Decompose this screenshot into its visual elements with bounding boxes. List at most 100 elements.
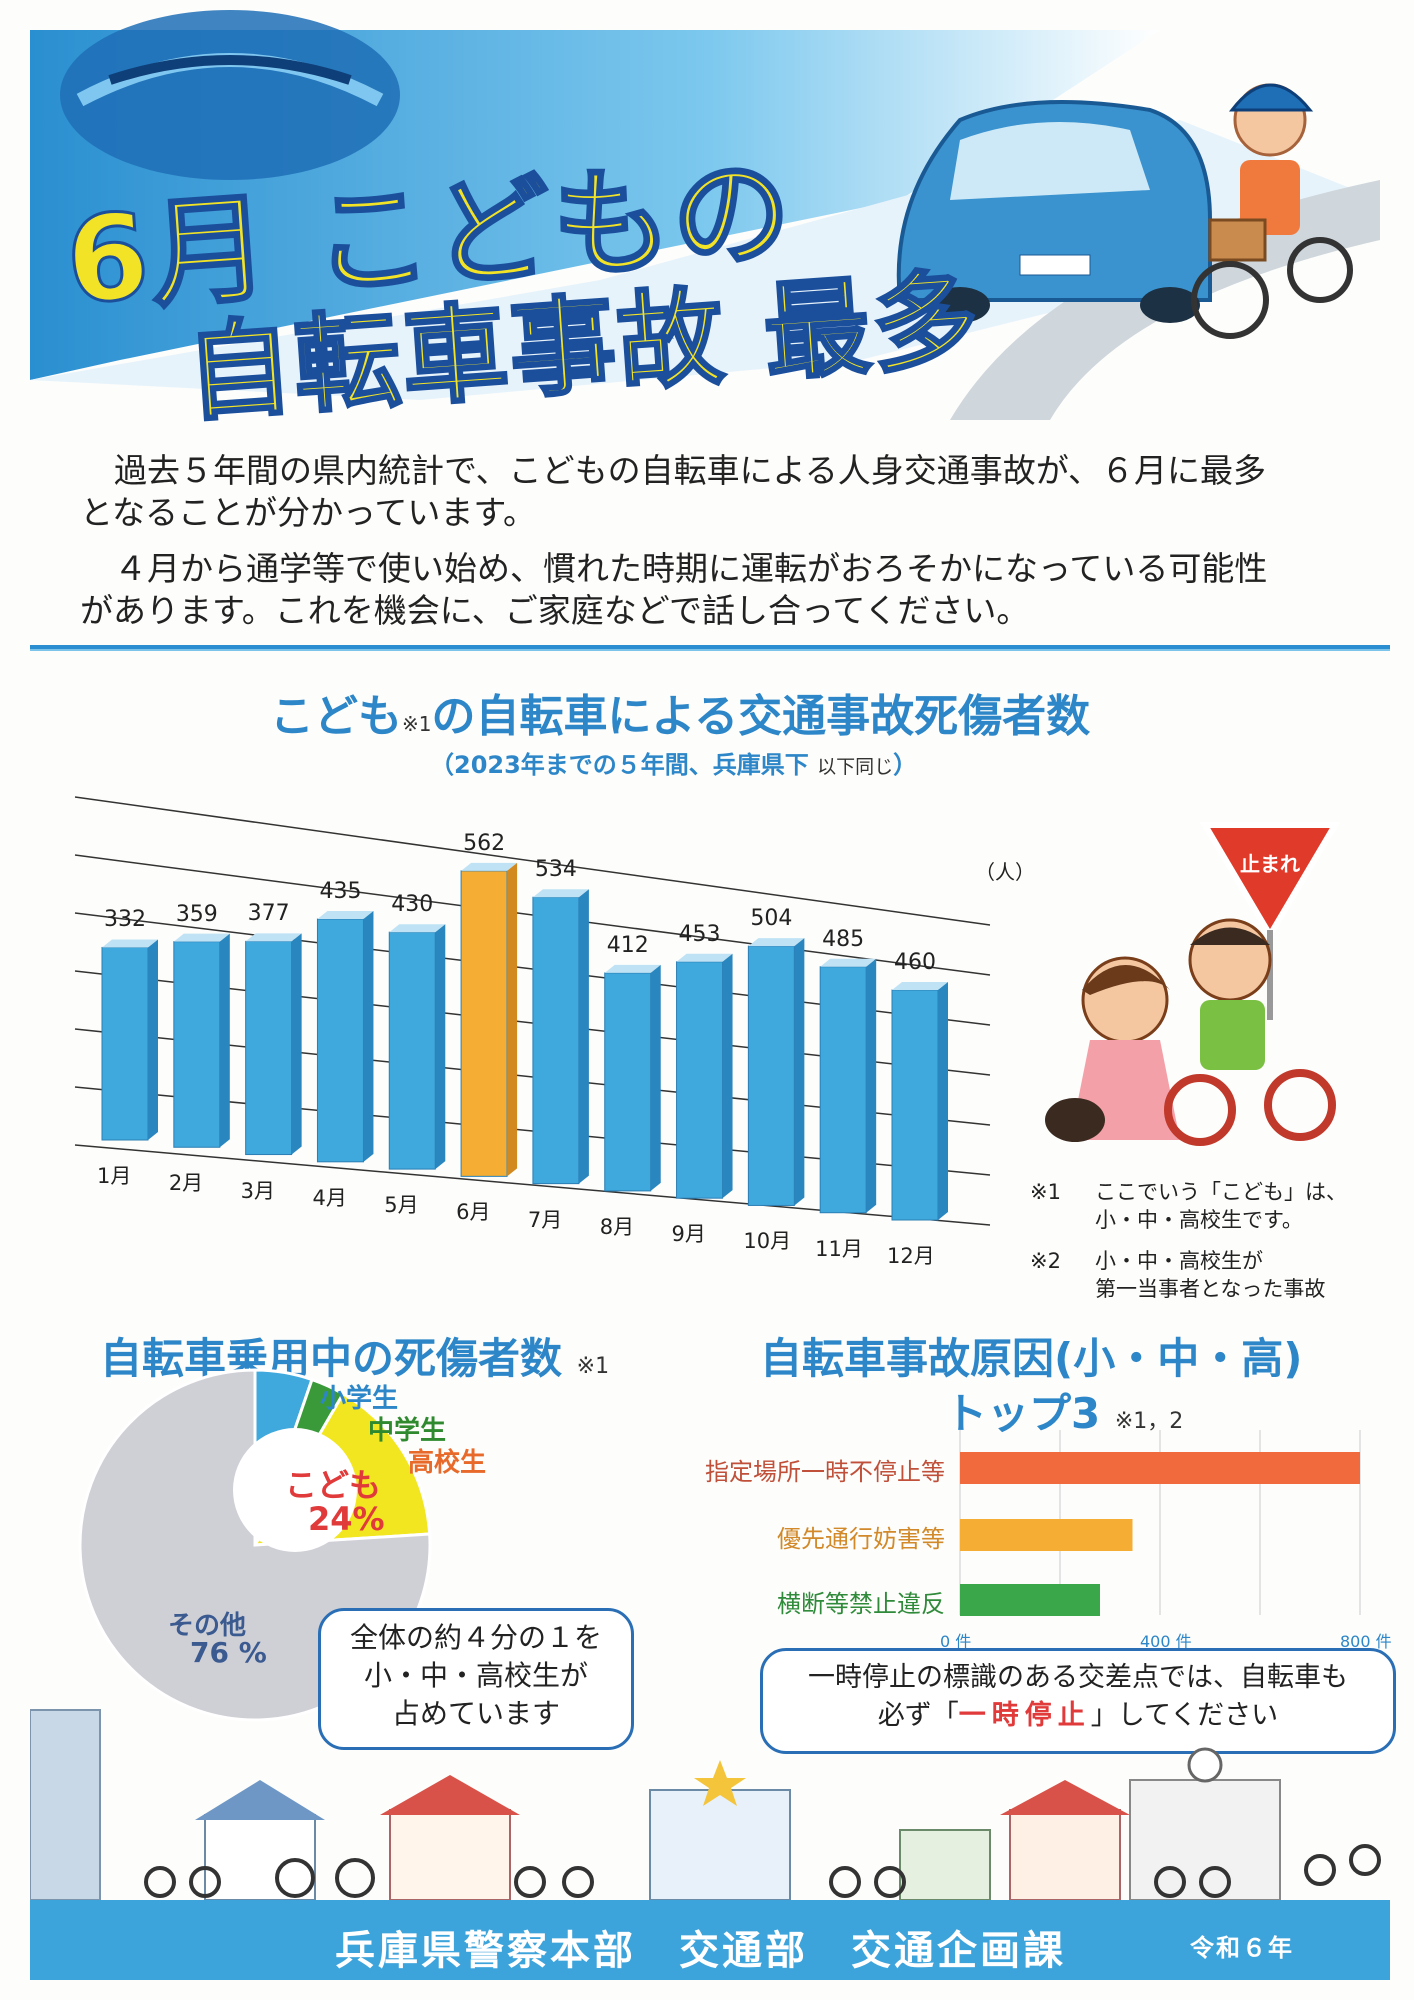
month-tick-label: 2月 [168, 1171, 204, 1196]
child-cyclist-icon [1164, 918, 1336, 1146]
pie-bubble-line2: 小・中・高校生が [363, 1659, 588, 1692]
bar-11 [819, 958, 877, 1214]
cause-title-note: ※1，2 [1114, 1409, 1184, 1434]
intro-paragraph-2: ４月から通学等で使い始め、慣れた時期に運転がおろそかになっている可能性 がありま… [80, 548, 1360, 632]
hbar-tick-label: 800 件 [1340, 1632, 1392, 1651]
building-icon [30, 1709, 101, 1900]
pie-label-high-school: 高校生 [408, 1448, 487, 1478]
month-tick-label: 10月 [743, 1229, 792, 1254]
intro-p1-line2: となることが分かっています。 [80, 493, 537, 532]
town-illustration [30, 1709, 1381, 1900]
bar-value-label: 534 [534, 857, 577, 883]
hbar-tick-label: 400 件 [1140, 1632, 1192, 1651]
bar-7 [532, 889, 589, 1185]
pie-kodomo-badge [233, 1428, 357, 1552]
monthly-title-note: ※1 [402, 712, 432, 736]
month-tick-label: 5月 [384, 1193, 419, 1218]
footer-year: 令和６年 [1190, 1934, 1294, 1962]
month-tick-label: 1月 [97, 1164, 132, 1188]
note-1-line2: 小・中・高校生です。 [1095, 1208, 1303, 1232]
footer-bar: 兵庫県警察本部 交通部 交通企画課 令和６年 [30, 1900, 1390, 1980]
pie-label-other-pct: 76 % [190, 1636, 267, 1669]
hbar-category-label: 優先通行妨害等 [777, 1525, 945, 1553]
note-2-mark: ※2 [1030, 1249, 1061, 1273]
bar-value-label: 412 [606, 932, 649, 958]
bar-5 [388, 924, 446, 1170]
month-tick-label: 7月 [527, 1207, 563, 1232]
pie-label-kodomo-pct: 24% [308, 1500, 385, 1538]
monthly-subtitle-a: （2023年までの５年間、兵庫県下 [430, 751, 809, 779]
pie-label-junior-high: 中学生 [368, 1416, 447, 1446]
bar-1 [101, 939, 158, 1141]
monthly-chart-subtitle: （2023年までの５年間、兵庫県下 以下同じ） [430, 745, 917, 780]
pie-title-note: ※1 [576, 1354, 610, 1379]
bar-value-label: 377 [247, 901, 290, 927]
cause-bubble-line1: 一時停止の標識のある交差点では、自転車も [808, 1662, 1348, 1693]
pie-title-text: 自転車乗用中の死傷者数 [100, 1334, 563, 1383]
bar-12 [891, 982, 948, 1221]
intro-p2-line2: があります。これを機会に、ご家庭などで話し合ってください。 [80, 591, 1030, 630]
header-banner: 6月 こどもの 自転車事故 最多 [0, 0, 1414, 437]
hbar-2 [960, 1519, 1133, 1551]
monthly-chart-title: こども※1の自転車による交通事故死傷者数 [270, 680, 1090, 744]
bar-4 [316, 911, 374, 1163]
intro-p2-line1: ４月から通学等で使い始め、慣れた時期に運転がおろそかになっている可能性 [114, 549, 1268, 588]
bar-value-label: 359 [175, 901, 218, 927]
note-1-mark: ※1 [1030, 1180, 1061, 1204]
cause-callout-bubble: 一時停止の標識のある交差点では、自転車も 必ず「一時停止」してください [760, 1648, 1396, 1754]
monthly-title-b: の自転車による交通事故死傷者数 [431, 691, 1091, 742]
footer-organization: 兵庫県警察本部 交通部 交通企画課 [335, 1928, 1066, 1974]
bar-value-label: 332 [104, 907, 146, 933]
bar-value-label: 562 [463, 830, 506, 856]
month-tick-label: 12月 [887, 1244, 935, 1268]
month-tick-label: 9月 [671, 1222, 706, 1247]
bar-value-label: 430 [391, 892, 434, 918]
cause-section-title-line1: 自転車事故原因(小・中・高) [760, 1334, 1303, 1383]
pie-section-title: 自転車乗用中の死傷者数 ※1 [100, 1325, 609, 1386]
note-2-line2: 第一当事者となった事故 [1095, 1277, 1326, 1301]
cause-bubble-line2c: 」してください [1090, 1700, 1279, 1731]
helmet-icon [60, 10, 400, 180]
bar-3 [245, 933, 302, 1156]
child-pedestrian-icon [1045, 956, 1180, 1142]
cause-bubble-emphasis: 一時停止 [958, 1700, 1091, 1731]
month-tick-label: 6月 [456, 1200, 491, 1225]
intro-paragraph-1: 過去５年間の県内統計で、こどもの自転車による人身交通事故が、６月に最多 となるこ… [80, 450, 1360, 534]
header-illustration [30, 10, 1380, 420]
cause-bubble-line2: 必ず「一時停止」してください [763, 1697, 1393, 1735]
month-tick-label: 3月 [240, 1178, 275, 1203]
monthly-subtitle-b: 以下同じ [817, 756, 894, 778]
pie-label-kodomo: こども [285, 1466, 382, 1504]
month-tick-label: 11月 [815, 1236, 863, 1261]
cause-section-title-line2: トップ3 ※1，2 [945, 1380, 1183, 1441]
gridline [74, 796, 991, 926]
monthly-bar-chart [74, 796, 991, 1226]
cyclist-icon [1191, 83, 1353, 339]
bar-6 [460, 862, 518, 1177]
bar-9 [676, 953, 733, 1199]
section-divider [30, 645, 1390, 651]
bar-value-label: 460 [894, 950, 936, 975]
bar-value-label: 435 [319, 879, 362, 904]
pie-callout-bubble: 全体の約４分の１を 小・中・高校生が 占めています [318, 1608, 634, 1750]
bar-10 [747, 938, 805, 1206]
note-1-line1: ここでいう「こども」は、 [1095, 1180, 1347, 1204]
hbar-1 [960, 1452, 1360, 1484]
police-station-icon [649, 1789, 791, 1900]
hbar-3 [960, 1584, 1100, 1616]
cause-bubble-line2a: 必ず「 [877, 1700, 959, 1731]
stop-sign-icon [1199, 822, 1341, 941]
monthly-title-a: こども [270, 691, 402, 742]
hbar-tick-label: 0 件 [940, 1632, 972, 1651]
month-tick-label: 8月 [599, 1214, 635, 1239]
intro-p1-line1: 過去５年間の県内統計で、こどもの自転車による人身交通事故が、６月に最多 [114, 451, 1267, 490]
bar-value-label: 485 [822, 926, 865, 952]
monthly-subtitle-c: ） [893, 751, 918, 779]
pie-bubble-line1: 全体の約４分の１を [349, 1621, 602, 1654]
bar-value-label: 504 [750, 906, 793, 932]
hbar-category-label: 横断等禁止違反 [777, 1590, 945, 1618]
bar-2 [173, 933, 230, 1148]
pie-bubble-line3: 占めています [391, 1697, 560, 1730]
pie-label-elementary: 小学生 [320, 1384, 399, 1414]
